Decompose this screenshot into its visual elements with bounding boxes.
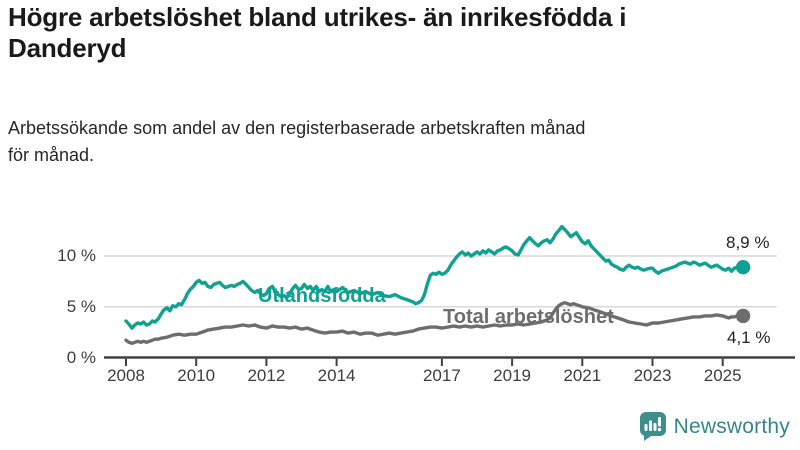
newsworthy-brand-text: Newsworthy <box>673 414 790 438</box>
x-tick-label: 2008 <box>107 366 145 385</box>
chart-subtitle: Arbetssökande som andel av den registerb… <box>8 118 586 165</box>
x-tick-label: 2010 <box>177 366 216 385</box>
newsworthy-logo[interactable]: Newsworthy <box>639 411 790 442</box>
chart-title: Högre arbetslöshet bland utrikes- än inr… <box>8 2 627 64</box>
x-tick-label: 2012 <box>247 366 286 385</box>
series-line-1 <box>124 301 745 345</box>
series-label-utlandsfodda: Utlandsfödda <box>258 285 386 307</box>
end-value-total: 4,1 % <box>727 328 771 347</box>
series-line-0 <box>124 224 745 330</box>
end-value-utlandsfodda: 8,9 % <box>726 233 770 252</box>
series-end-dot-1 <box>735 308 751 324</box>
y-tick-label: 10 % <box>57 246 96 265</box>
bar-chart-bubble-icon <box>639 412 666 441</box>
x-tick-label: 2019 <box>493 366 531 385</box>
y-tick-label: 5 % <box>66 296 96 316</box>
x-tick-label: 2025 <box>703 366 742 385</box>
x-tick-label: 2017 <box>422 366 461 385</box>
series-label-total: Total arbetslöshet <box>443 306 614 328</box>
x-tick-label: 2014 <box>317 366 356 385</box>
series-end-dot-0 <box>735 260 751 275</box>
x-tick-label: 2023 <box>633 366 672 385</box>
x-tick-label: 2021 <box>563 366 602 385</box>
y-tick-label: 0 % <box>66 347 96 367</box>
